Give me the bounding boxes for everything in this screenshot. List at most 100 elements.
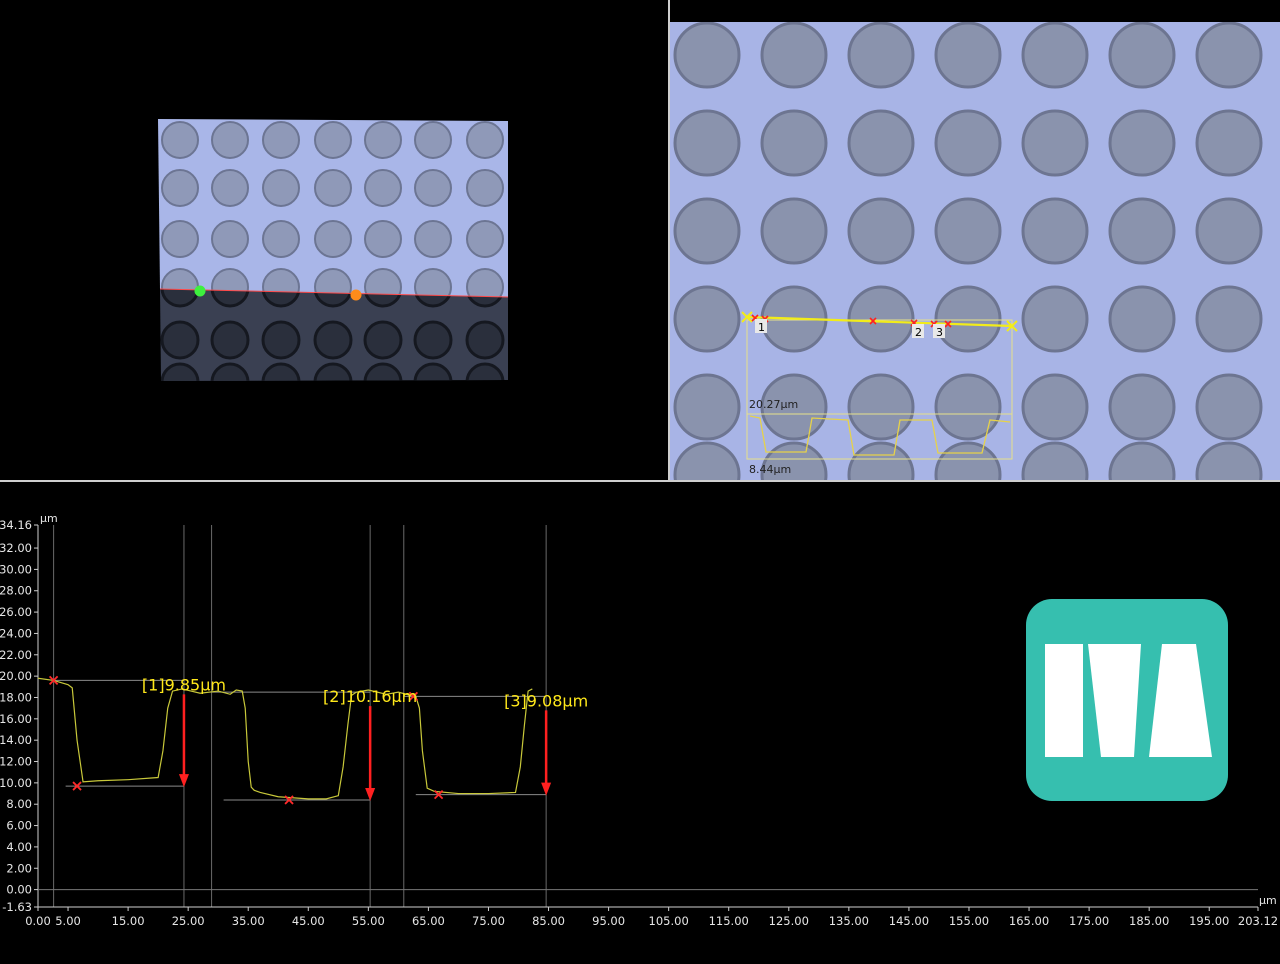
surface-dot-shadow (363, 320, 403, 360)
3d-view-canvas[interactable] (0, 0, 668, 480)
surface-dot-shadow (313, 362, 353, 381)
marker-3-label: 3 (936, 326, 943, 339)
microscope-dot (1108, 373, 1176, 441)
microscope-dot (1108, 197, 1176, 265)
y-tick-label: 8.00 (6, 797, 32, 811)
x-tick-label: 45.00 (292, 914, 325, 928)
orange-point-icon[interactable] (350, 289, 362, 301)
x-tick-label: 185.00 (1129, 914, 1169, 928)
marker-1-label: 1 (758, 321, 765, 334)
microscope-dot (934, 21, 1002, 89)
x-tick-label: 5.00 (55, 914, 81, 928)
microscope-dot (760, 21, 828, 89)
microscope-view-panel[interactable]: 20.27μm 8.44μm 1 2 3 (670, 0, 1280, 509)
microscope-dot (934, 197, 1002, 265)
x-tick-label: 55.00 (352, 914, 385, 928)
3d-view-panel[interactable] (0, 0, 668, 480)
marker-2-box (912, 324, 924, 338)
surface-dot-shadow (210, 362, 250, 381)
chart-x-ticks: 0.00 5.00 15.00 25.00 35.00 45.00 55.00 65.00 75… (25, 907, 1278, 928)
microscope-dot (934, 285, 1002, 353)
measure-label: [3]9.08μm (504, 691, 588, 710)
microscope-dot (1195, 21, 1263, 89)
surface-dot-shadow (363, 289, 403, 308)
y-tick-label: 16.00 (0, 712, 32, 726)
chart-reference-lines (53, 525, 547, 907)
y-tick-label: -1.63 (2, 900, 32, 914)
surface-dot (466, 220, 504, 258)
y-tick-label: 6.00 (6, 819, 32, 833)
surface-dot (364, 220, 402, 258)
x-tick-label: 25.00 (172, 914, 205, 928)
point-marker-icon (48, 675, 59, 686)
surface-dot-shadow (313, 289, 353, 308)
chart-series (37, 677, 533, 800)
y-tick-label: 10.00 (0, 776, 32, 790)
y-tick-label: 0.00 (6, 883, 32, 897)
profile-max-label: 20.27μm (749, 398, 798, 411)
vertical-divider (668, 0, 670, 481)
surface-dot (364, 121, 402, 159)
microscope-dot (847, 21, 915, 89)
chart-y-unit: μm (40, 512, 58, 525)
surface-dot-shadow (261, 289, 301, 308)
microscope-dot (1021, 373, 1089, 441)
y-tick-label: 32.00 (0, 541, 32, 555)
surface-dot-shadow (363, 362, 403, 381)
microscope-dot (760, 373, 828, 441)
profile-min-label: 8.44μm (749, 463, 791, 476)
chart-axes (37, 525, 1258, 908)
endpoint-left-icon[interactable] (741, 311, 753, 323)
chart-x-unit: μm (1259, 894, 1277, 907)
surface-dot (414, 220, 452, 258)
y-tick-label: 12.00 (0, 755, 32, 769)
chart-annotations: [1]9.85μm [2]10.16μm [3]9.08μm (142, 675, 588, 801)
surface-dot (314, 121, 352, 159)
x-tick-label: 203.12 (1238, 914, 1278, 928)
x-tick-label: 135.00 (829, 914, 869, 928)
microscope-dot (673, 197, 741, 265)
point-marker-icon (408, 691, 419, 702)
surface-dot (161, 169, 199, 207)
surface-dot (466, 169, 504, 207)
endpoint-right-icon[interactable] (1006, 320, 1018, 332)
y-tick-label: 20.00 (0, 669, 32, 683)
microscope-dot (847, 373, 915, 441)
point-marker-icon (433, 789, 444, 800)
surface-dot-shadow (313, 320, 353, 360)
measurement-point-icon (944, 320, 952, 328)
microscope-dot (760, 197, 828, 265)
surface-dot (211, 121, 249, 159)
x-tick-label: 35.00 (232, 914, 265, 928)
microscope-view-canvas[interactable]: 20.27μm 8.44μm 1 2 3 (670, 0, 1280, 509)
x-tick-label: 115.00 (709, 914, 749, 928)
measurement-point-icon (869, 317, 877, 325)
x-tick-label: 125.00 (769, 914, 809, 928)
y-tick-label: 34.16 (0, 518, 32, 532)
surface-dot (414, 121, 452, 159)
green-point-icon[interactable] (194, 285, 206, 297)
microscope-dot (1108, 109, 1176, 177)
microscope-dot (1108, 21, 1176, 89)
x-tick-label: 105.00 (649, 914, 689, 928)
x-tick-label: 175.00 (1069, 914, 1109, 928)
profile-chart[interactable]: 34.16 32.00 30.00 28.00 26.00 24.00 22.00 20.00… (0, 482, 1280, 960)
microscope-top-bar (670, 0, 1280, 22)
y-tick-label: 14.00 (0, 733, 32, 747)
microscope-dot (1021, 21, 1089, 89)
x-tick-label: 15.00 (112, 914, 145, 928)
profile-preview-curve (749, 415, 1011, 456)
surface-dot-shadow (261, 320, 301, 360)
profile-preview-box (746, 319, 1013, 460)
horizontal-divider (0, 480, 1280, 482)
point-marker-icon (72, 781, 82, 791)
surface-dot-shadow (465, 320, 505, 360)
x-tick-label: 0.00 (25, 914, 51, 928)
surface-dot-shadow (160, 320, 200, 360)
3d-surface-dots-shadow (160, 289, 505, 381)
microscope-dot (1195, 373, 1263, 441)
measurement-line[interactable] (746, 315, 1013, 328)
surface-dot (211, 220, 249, 258)
surface-dot (314, 220, 352, 258)
y-tick-label: 30.00 (0, 562, 32, 576)
